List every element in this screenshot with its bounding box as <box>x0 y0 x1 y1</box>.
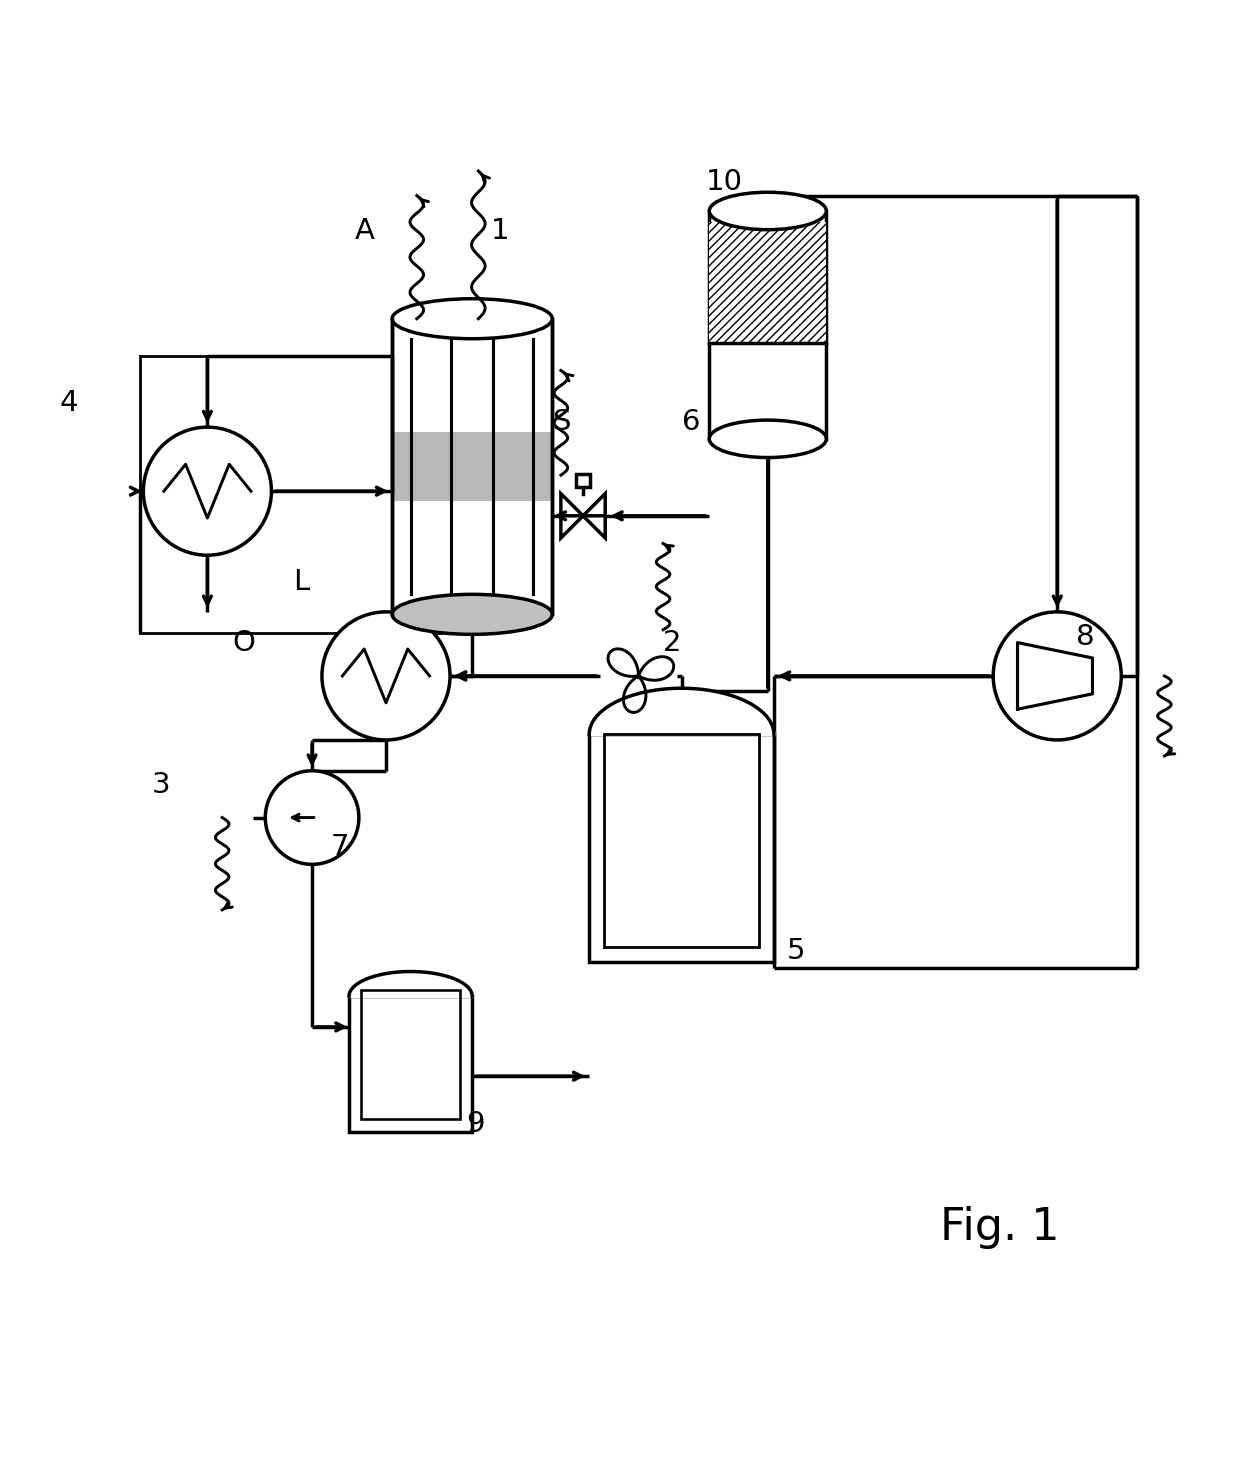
Text: 8: 8 <box>1076 624 1095 652</box>
Text: 5: 5 <box>786 937 805 965</box>
Text: 9: 9 <box>466 1109 485 1137</box>
Ellipse shape <box>392 299 552 339</box>
Ellipse shape <box>709 192 826 230</box>
Text: 10: 10 <box>707 168 743 196</box>
Text: A: A <box>355 217 374 245</box>
Text: 4: 4 <box>60 389 78 417</box>
Text: S: S <box>552 407 570 435</box>
Bar <box>709 211 826 440</box>
Circle shape <box>993 612 1121 740</box>
Text: 2: 2 <box>663 630 682 658</box>
Polygon shape <box>560 494 583 538</box>
Bar <box>577 473 590 487</box>
Bar <box>392 319 552 614</box>
Text: 6: 6 <box>682 407 701 435</box>
Text: L: L <box>294 568 310 596</box>
Circle shape <box>322 612 450 740</box>
Ellipse shape <box>392 594 552 634</box>
Text: Fig. 1: Fig. 1 <box>940 1205 1060 1249</box>
Bar <box>140 355 441 633</box>
Text: 7: 7 <box>331 833 348 861</box>
Bar <box>361 990 460 1120</box>
Circle shape <box>265 771 358 864</box>
Bar <box>589 735 774 962</box>
Ellipse shape <box>709 420 826 457</box>
Circle shape <box>144 428 272 555</box>
Bar <box>709 223 826 344</box>
Bar <box>604 735 759 947</box>
Bar <box>392 432 552 502</box>
Text: 1: 1 <box>491 217 510 245</box>
Text: 3: 3 <box>153 771 171 799</box>
Text: O: O <box>232 630 255 658</box>
Bar <box>348 996 472 1131</box>
Polygon shape <box>583 494 605 538</box>
